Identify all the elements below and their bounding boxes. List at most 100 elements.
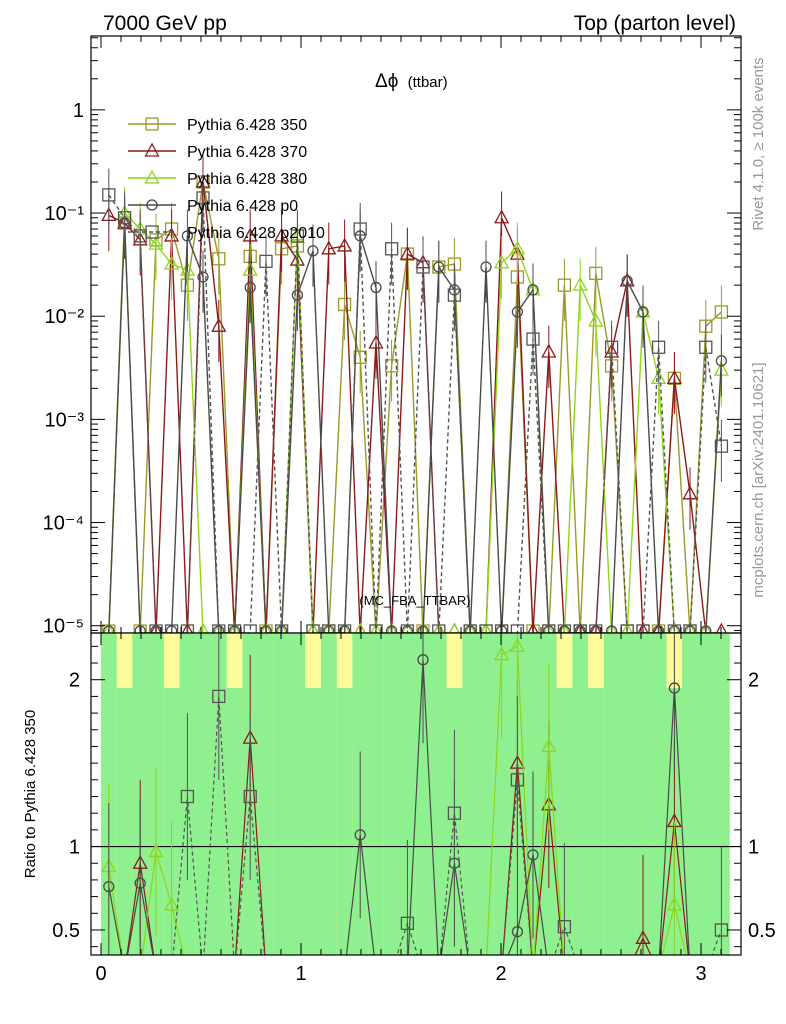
ratio-tick-label-left: 2 bbox=[69, 670, 80, 692]
main-data-layer bbox=[101, 155, 729, 633]
series-point-2 bbox=[179, 261, 195, 276]
series-point-3 bbox=[244, 281, 256, 294]
series-point-4 bbox=[416, 260, 430, 274]
series-point-floor-2 bbox=[605, 622, 618, 633]
series-point-floor-4 bbox=[589, 624, 603, 633]
series-point-floor-3 bbox=[385, 625, 398, 633]
series-point-floor-4 bbox=[306, 624, 320, 633]
band-green bbox=[478, 633, 495, 955]
series-point-4 bbox=[604, 340, 619, 354]
legend-label: Pythia 6.428 370 bbox=[187, 144, 307, 161]
series-point-1 bbox=[321, 240, 337, 255]
series-point-3 bbox=[181, 230, 194, 242]
series-point-floor-2 bbox=[621, 622, 633, 633]
band-green bbox=[383, 633, 400, 955]
ratio-ylabel: Ratio to Pythia 6.428 350 bbox=[22, 710, 39, 878]
series-point-floor-2 bbox=[448, 622, 461, 633]
series-point-0 bbox=[589, 266, 603, 281]
band-green bbox=[273, 633, 290, 955]
band-green bbox=[635, 633, 652, 955]
series-point-floor-4 bbox=[274, 624, 289, 633]
analysis-watermark: (MC_FBA_TTBAR) bbox=[359, 593, 470, 608]
band-green bbox=[619, 633, 636, 955]
series-point-2 bbox=[494, 254, 510, 269]
series-point-4 bbox=[651, 340, 666, 354]
series-point-4 bbox=[196, 191, 210, 205]
series-point-4 bbox=[699, 340, 713, 354]
ratio-point-2 bbox=[148, 843, 164, 858]
series-point-3 bbox=[621, 275, 633, 287]
series-point-floor-4 bbox=[322, 624, 336, 633]
band-green bbox=[650, 633, 667, 955]
series-point-floor-2 bbox=[464, 622, 476, 633]
series-point-1 bbox=[682, 485, 698, 500]
series-point-floor-3 bbox=[652, 625, 665, 633]
series-point-floor-3 bbox=[338, 625, 351, 633]
series-point-1 bbox=[541, 343, 557, 358]
series-point-4 bbox=[447, 288, 462, 302]
series-point-floor-2 bbox=[197, 622, 209, 633]
legend-label: Pythia 6.428 350 bbox=[187, 117, 307, 134]
series-point-floor-2 bbox=[228, 622, 241, 633]
series-point-floor-1 bbox=[181, 622, 194, 633]
ratio-point-4 bbox=[243, 789, 257, 804]
series-point-floor-1 bbox=[590, 622, 602, 633]
ratio-tick-label-left: 0.5 bbox=[52, 920, 80, 942]
y-tick-label: 10⁻² bbox=[45, 306, 85, 328]
ratio-point-4 bbox=[180, 789, 195, 804]
series-point-3 bbox=[370, 281, 382, 294]
ratio-point-4 bbox=[447, 806, 462, 820]
ratio-point-4 bbox=[400, 916, 415, 930]
ratio-point-2 bbox=[164, 896, 180, 911]
series-point-4 bbox=[259, 254, 273, 269]
series-point-floor-3 bbox=[228, 625, 241, 633]
series-line-3 bbox=[108, 223, 723, 633]
band-green bbox=[462, 633, 479, 955]
series-point-3 bbox=[307, 245, 319, 257]
series-point-floor-4 bbox=[667, 624, 682, 633]
series-point-floor-4 bbox=[212, 624, 226, 633]
legend-label: Pythia 6.428 p0 bbox=[187, 198, 298, 215]
ratio-tick-label-right: 1 bbox=[748, 837, 759, 859]
x-tick-label: 2 bbox=[495, 963, 506, 985]
band-green bbox=[210, 633, 228, 955]
plot-title-sub: (ttbar) bbox=[408, 74, 448, 91]
series-point-4 bbox=[526, 332, 540, 346]
side-label-rivet: Rivet 4.1.0, ≥ 100k events bbox=[750, 57, 767, 230]
legend-marker-3 bbox=[146, 199, 158, 211]
series-point-floor-4 bbox=[243, 624, 257, 633]
ratio-tick-label-right: 0.5 bbox=[748, 920, 776, 942]
series-point-4 bbox=[290, 229, 305, 243]
series-point-floor-4 bbox=[463, 624, 477, 633]
series-point-floor-4 bbox=[636, 624, 650, 633]
series-point-floor-3 bbox=[165, 625, 178, 633]
ratio-tick-label-right: 2 bbox=[748, 670, 759, 692]
band-green bbox=[226, 688, 243, 955]
series-point-floor-4 bbox=[432, 624, 446, 633]
series-point-floor-2 bbox=[307, 622, 319, 633]
ratio-line-4 bbox=[172, 696, 722, 955]
series-point-0 bbox=[337, 297, 352, 312]
series-point-1 bbox=[494, 209, 510, 224]
series-point-floor-2 bbox=[275, 622, 288, 633]
series-point-1 bbox=[274, 227, 290, 242]
ratio-point-3 bbox=[134, 877, 146, 889]
ratio-point-4 bbox=[557, 919, 572, 934]
band-green bbox=[336, 688, 353, 955]
series-point-floor-2 bbox=[401, 622, 414, 633]
series-point-2 bbox=[572, 276, 588, 291]
series-point-1 bbox=[399, 245, 415, 260]
series-point-floor-3 bbox=[558, 625, 571, 633]
ratio-point-3 bbox=[354, 829, 366, 841]
series-point-1 bbox=[368, 334, 384, 349]
side-label-mcplots: mcplots.cern.ch [arXiv:2401.10621] bbox=[750, 362, 767, 597]
x-tick-label: 1 bbox=[295, 963, 306, 985]
series-point-floor-4 bbox=[683, 624, 697, 633]
main-panel: 10⁻⁵ 10⁻⁴ 10⁻³ 10⁻² 10⁻¹ 1 Δϕ (ttbar) (MC_FBA… bbox=[43, 35, 742, 638]
ratio-tick-label-left: 1 bbox=[69, 837, 80, 859]
band-green bbox=[682, 633, 699, 955]
ratio-line-3 bbox=[108, 659, 690, 955]
ratio-point-1 bbox=[635, 929, 651, 944]
series-point-floor-1 bbox=[652, 622, 665, 633]
